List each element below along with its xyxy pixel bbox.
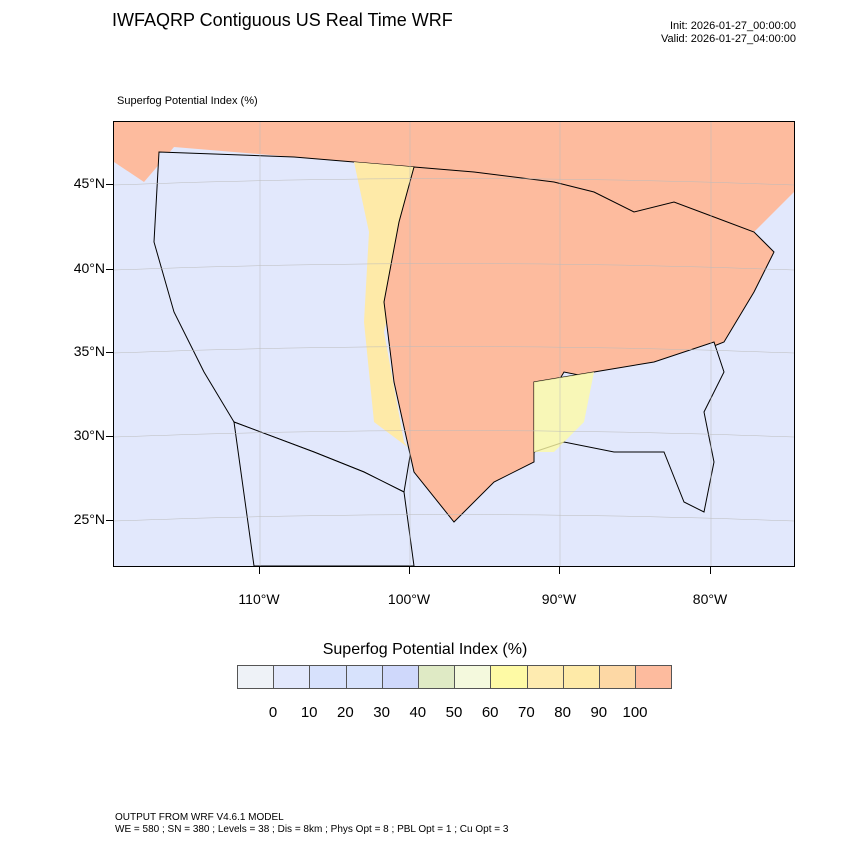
colorbar-label: 10 [300, 704, 318, 721]
colorbar-box [346, 666, 383, 688]
colorbar-label: 30 [373, 704, 390, 721]
colorbar-label: 20 [337, 704, 354, 721]
colorbar-label: 40 [409, 704, 427, 721]
colorbar-label: 50 [445, 704, 463, 721]
field-label: Superfog Potential Index (%) [117, 95, 258, 107]
map-canvas [113, 122, 795, 567]
yellow-band [354, 162, 434, 482]
colorbar-label: 0 [268, 704, 278, 721]
colorbar-box [491, 666, 528, 688]
canada-region [114, 122, 794, 232]
colorbar-box [527, 666, 564, 688]
colorbar-label: 100 [622, 704, 648, 721]
footer-config: WE = 580 ; SN = 380 ; Levels = 38 ; Dis … [115, 824, 509, 835]
colorbar-title: Superfog Potential Index (%) [322, 641, 528, 658]
valid-time: Valid: 2026-01-27_04:00:00 [661, 33, 796, 45]
colorbar-box [310, 666, 347, 688]
colorbar-box [382, 666, 419, 688]
lon-label: 80°W [692, 591, 728, 607]
colorbar-label: 70 [518, 704, 535, 721]
colorbar-box [274, 666, 311, 688]
lat-label: 40°N [73, 260, 105, 276]
graticule [113, 122, 795, 566]
figure-title: IWFAQRP Contiguous US Real Time WRF [112, 10, 453, 30]
colorbar-box [455, 666, 492, 688]
colorbar-label: 80 [554, 704, 571, 721]
colorbar-box [563, 666, 600, 688]
colorbar-box [599, 666, 637, 688]
lon-label: 90°W [541, 591, 577, 607]
colorbar-box [636, 666, 672, 688]
lat-label: 45°N [73, 175, 105, 191]
lat-label: 30°N [73, 427, 105, 443]
colorbar-box [418, 666, 456, 688]
colorbar-label: 90 [590, 704, 608, 721]
map-panel [113, 121, 795, 567]
lon-label: 100°W [387, 591, 431, 607]
lat-label: 35°N [73, 343, 105, 359]
lat-label: 25°N [73, 511, 105, 527]
gulf-yellow-band [534, 372, 594, 452]
init-time: Init: 2026-01-27_00:00:00 [670, 20, 796, 32]
colorbar-box [238, 666, 275, 688]
lon-label: 110°W [238, 591, 280, 607]
footer-model: OUTPUT FROM WRF V4.6.1 MODEL [115, 812, 284, 823]
colorbar-label: 60 [481, 704, 499, 721]
colorbar [237, 665, 673, 689]
